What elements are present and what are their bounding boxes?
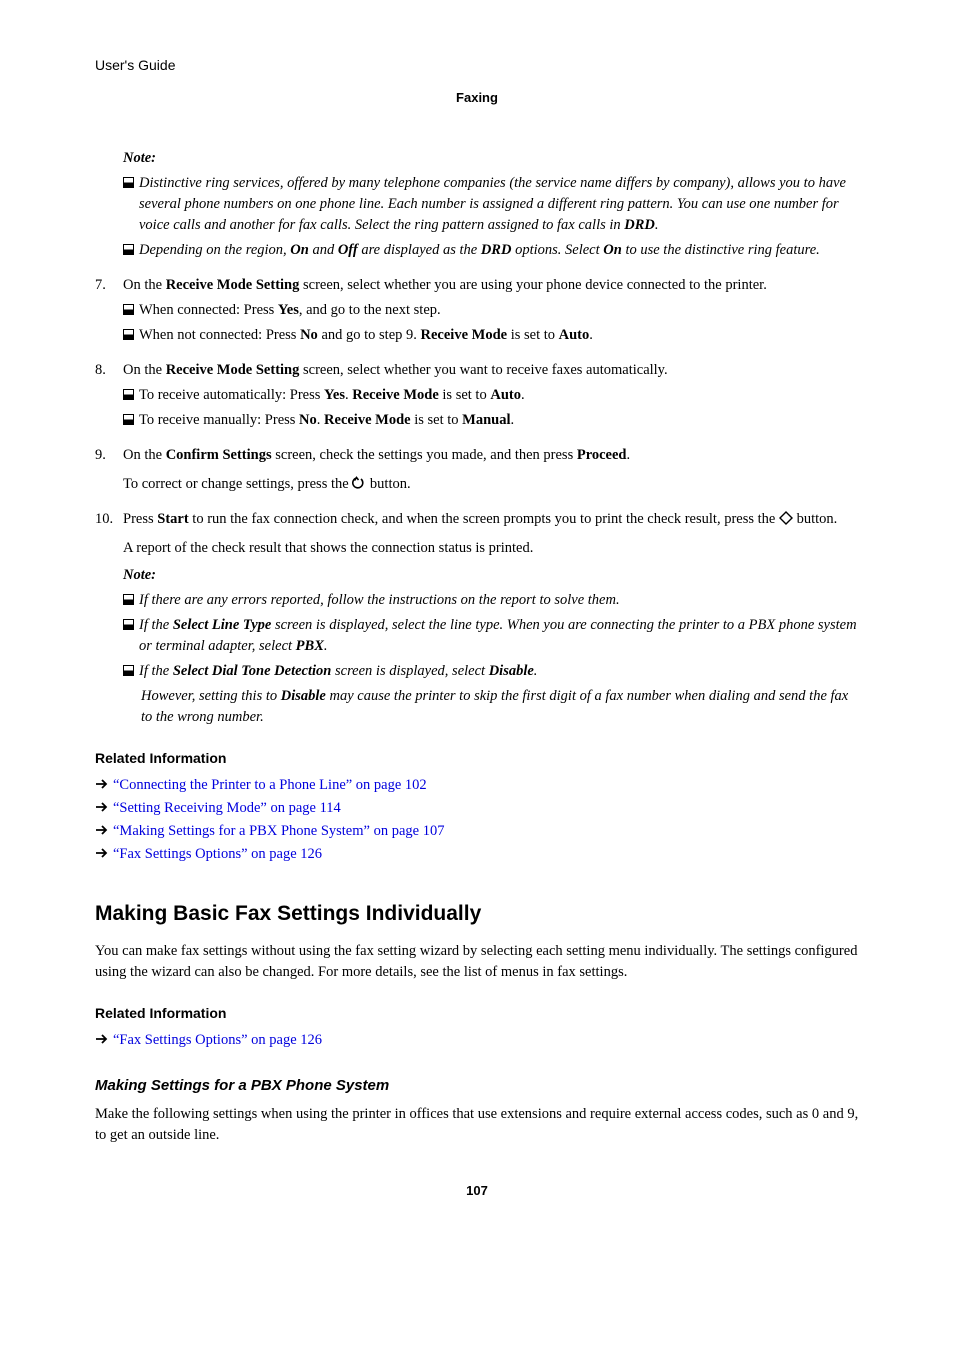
- note-bullet: If there are any errors reported, follow…: [123, 590, 859, 611]
- book-title: User's Guide: [95, 55, 859, 75]
- note-text: If the Select Line Type screen is displa…: [139, 615, 859, 657]
- body-text: Make the following settings when using t…: [95, 1104, 859, 1146]
- step-7: 7. On the Receive Mode Setting screen, s…: [95, 275, 859, 296]
- back-icon: [352, 476, 366, 490]
- bullet-icon: [123, 244, 134, 255]
- step-bullet: To receive automatically: Press Yes. Rec…: [123, 385, 859, 406]
- step-text: On the Receive Mode Setting screen, sele…: [123, 275, 859, 296]
- note-bullet: If the Select Line Type screen is displa…: [123, 615, 859, 657]
- step-text: On the Receive Mode Setting screen, sele…: [123, 360, 859, 381]
- note-bullet: Distinctive ring services, offered by ma…: [123, 173, 859, 236]
- step-number: 7.: [95, 275, 123, 296]
- step-bullet: When connected: Press Yes, and go to the…: [123, 300, 859, 321]
- step-text: Press Start to run the fax connection ch…: [123, 509, 859, 530]
- bullet-text: When not connected: Press No and go to s…: [139, 325, 593, 346]
- related-link[interactable]: “Setting Receiving Mode” on page 114: [95, 798, 859, 819]
- diamond-icon: [779, 511, 793, 525]
- page-number: 107: [95, 1182, 859, 1201]
- bullet-icon: [123, 389, 134, 400]
- note-nested-text: However, setting this to Disable may cau…: [141, 686, 859, 728]
- bullet-icon: [123, 304, 134, 315]
- step-9: 9. On the Confirm Settings screen, check…: [95, 445, 859, 466]
- link-text: “Fax Settings Options” on page 126: [113, 1030, 322, 1051]
- arrow-right-icon: [95, 846, 109, 860]
- note-bullet: If the Select Dial Tone Detection screen…: [123, 661, 859, 682]
- note-text: Depending on the region, On and Off are …: [139, 240, 820, 261]
- step-text: On the Confirm Settings screen, check th…: [123, 445, 859, 466]
- bullet-icon: [123, 329, 134, 340]
- link-text: “Connecting the Printer to a Phone Line”…: [113, 775, 427, 796]
- note-text: If the Select Dial Tone Detection screen…: [139, 661, 537, 682]
- step-bullet: To receive manually: Press No. Receive M…: [123, 410, 859, 431]
- bullet-icon: [123, 177, 134, 188]
- link-text: “Setting Receiving Mode” on page 114: [113, 798, 341, 819]
- step-subtext: A report of the check result that shows …: [123, 538, 859, 559]
- bullet-text: To receive automatically: Press Yes. Rec…: [139, 385, 525, 406]
- note-text: If there are any errors reported, follow…: [139, 590, 620, 611]
- step-8: 8. On the Receive Mode Setting screen, s…: [95, 360, 859, 381]
- note-text: Distinctive ring services, offered by ma…: [139, 173, 859, 236]
- step-subtext: To correct or change settings, press the…: [123, 474, 859, 495]
- chapter-title: Faxing: [95, 89, 859, 108]
- step-bullet: When not connected: Press No and go to s…: [123, 325, 859, 346]
- arrow-right-icon: [95, 800, 109, 814]
- note-bullet: Depending on the region, On and Off are …: [123, 240, 859, 261]
- step-number: 9.: [95, 445, 123, 466]
- bullet-icon: [123, 414, 134, 425]
- bullet-icon: [123, 594, 134, 605]
- bullet-icon: [123, 619, 134, 630]
- note-label: Note:: [123, 565, 859, 586]
- arrow-right-icon: [95, 1032, 109, 1046]
- step-number: 10.: [95, 509, 123, 530]
- related-link[interactable]: “Fax Settings Options” on page 126: [95, 844, 859, 865]
- step-number: 8.: [95, 360, 123, 381]
- bullet-text: When connected: Press Yes, and go to the…: [139, 300, 441, 321]
- bullet-text: To receive manually: Press No. Receive M…: [139, 410, 514, 431]
- related-info-heading: Related Information: [95, 1003, 859, 1023]
- related-link[interactable]: “Fax Settings Options” on page 126: [95, 1030, 859, 1051]
- body-text: You can make fax settings without using …: [95, 941, 859, 983]
- related-link[interactable]: “Connecting the Printer to a Phone Line”…: [95, 775, 859, 796]
- note-label: Note:: [123, 148, 859, 169]
- bullet-icon: [123, 665, 134, 676]
- related-link[interactable]: “Making Settings for a PBX Phone System”…: [95, 821, 859, 842]
- arrow-right-icon: [95, 823, 109, 837]
- subsection-heading: Making Settings for a PBX Phone System: [95, 1075, 859, 1097]
- arrow-right-icon: [95, 777, 109, 791]
- section-heading: Making Basic Fax Settings Individually: [95, 899, 859, 929]
- link-text: “Making Settings for a PBX Phone System”…: [113, 821, 444, 842]
- link-text: “Fax Settings Options” on page 126: [113, 844, 322, 865]
- step-10: 10. Press Start to run the fax connectio…: [95, 509, 859, 530]
- related-info-heading: Related Information: [95, 748, 859, 768]
